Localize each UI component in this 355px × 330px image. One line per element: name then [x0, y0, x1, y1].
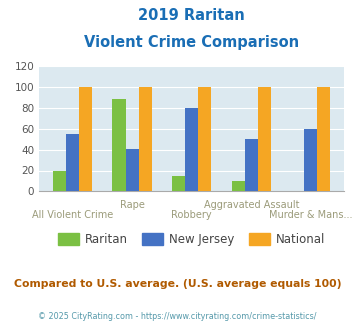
Text: Compared to U.S. average. (U.S. average equals 100): Compared to U.S. average. (U.S. average … — [14, 279, 341, 289]
Bar — [172, 176, 185, 191]
Text: All Violent Crime: All Violent Crime — [32, 210, 113, 220]
Bar — [79, 87, 92, 191]
Bar — [317, 87, 331, 191]
Bar — [139, 87, 152, 191]
Text: © 2025 CityRating.com - https://www.cityrating.com/crime-statistics/: © 2025 CityRating.com - https://www.city… — [38, 312, 317, 321]
Bar — [198, 87, 211, 191]
Bar — [245, 139, 258, 191]
Bar — [66, 134, 79, 191]
Bar — [231, 181, 245, 191]
Text: 2019 Raritan: 2019 Raritan — [138, 8, 245, 23]
Text: Violent Crime Comparison: Violent Crime Comparison — [84, 35, 299, 50]
Bar — [126, 148, 139, 191]
Text: Aggravated Assault: Aggravated Assault — [203, 200, 299, 210]
Bar — [258, 87, 271, 191]
Text: Robbery: Robbery — [171, 210, 212, 220]
Text: Murder & Mans...: Murder & Mans... — [269, 210, 353, 220]
Bar — [53, 171, 66, 191]
Bar — [113, 99, 126, 191]
Bar — [304, 129, 317, 191]
Bar — [185, 108, 198, 191]
Legend: Raritan, New Jersey, National: Raritan, New Jersey, National — [53, 228, 330, 251]
Text: Rape: Rape — [120, 200, 144, 210]
